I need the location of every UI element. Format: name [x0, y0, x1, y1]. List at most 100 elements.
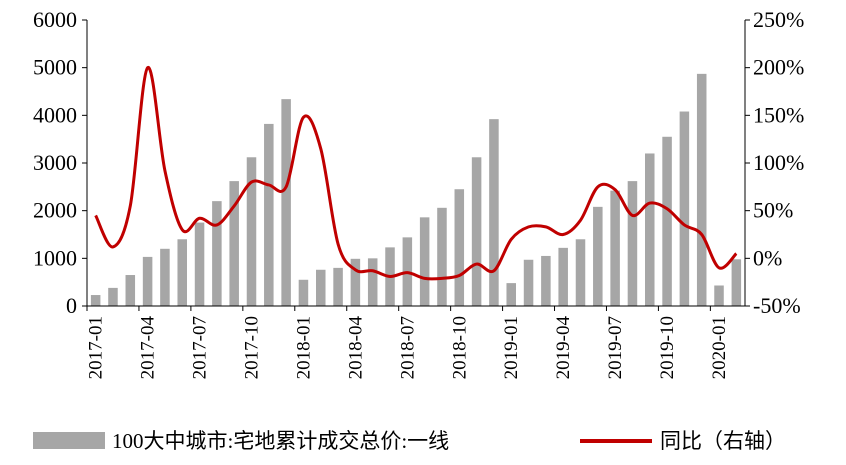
x-tick-label: 2017-04	[138, 316, 159, 380]
bar-2018-09	[437, 207, 447, 306]
bar-2019-07	[610, 190, 620, 306]
left-tick-label: 3000	[33, 150, 77, 175]
yoy-point-2018-03	[337, 243, 340, 246]
bar-2017-04	[142, 256, 153, 306]
yoy-point-2017-05	[163, 169, 166, 172]
bar-2019-10	[662, 136, 672, 306]
left-tick-label: 0	[66, 293, 77, 318]
right-tick-label: 100%	[753, 150, 804, 175]
bar-2019-04	[558, 247, 568, 306]
yoy-point-2018-01	[302, 116, 305, 119]
yoy-point-2018-06	[389, 275, 392, 278]
yoy-point-2017-09	[233, 204, 236, 207]
yoy-point-2019-06	[596, 185, 599, 188]
right-tick-label: 250%	[753, 7, 804, 32]
yoy-point-2019-08	[631, 214, 634, 217]
bar-2019-09	[645, 153, 655, 306]
yoy-point-2017-04	[146, 66, 149, 69]
yoy-point-2017-01	[94, 214, 97, 217]
yoy-point-2018-04	[354, 268, 357, 271]
bar-2017-08	[212, 201, 222, 306]
bar-2017-10	[246, 157, 257, 306]
x-tick-label: 2019-01	[501, 316, 522, 379]
bar-2017-05	[160, 248, 170, 306]
right-tick-label: 50%	[753, 198, 793, 223]
left-tick-label: 2000	[33, 198, 77, 223]
x-tick-label: 2017-07	[190, 316, 211, 379]
x-tick-label: 2018-10	[449, 316, 470, 379]
yoy-point-2018-05	[371, 269, 374, 272]
bar-2017-12	[281, 99, 291, 306]
x-tick-label: 2017-10	[242, 316, 263, 379]
legend-line-label: 同比（右轴）	[660, 429, 786, 453]
bar-2017-07	[194, 222, 205, 306]
right-tick-label: -50%	[753, 293, 801, 318]
x-tick-label: 2018-01	[293, 316, 314, 379]
bar-2019-11	[679, 111, 690, 307]
yoy-point-2017-03	[129, 204, 132, 207]
bar-2018-12	[489, 119, 499, 307]
right-tick-label: 200%	[753, 55, 804, 80]
yoy-point-2017-02	[111, 245, 114, 248]
x-tick-label: 2018-04	[345, 316, 366, 380]
bar-2018-08	[419, 217, 430, 306]
yoy-point-2018-12	[492, 269, 495, 272]
yoy-point-2019-05	[579, 219, 582, 222]
yoy-point-2017-12	[285, 185, 288, 188]
bar-2019-01	[506, 283, 516, 306]
bar-2017-11	[264, 123, 274, 306]
bar-2018-10	[454, 189, 465, 306]
yoy-point-2018-08	[423, 277, 426, 280]
bar-2019-06	[593, 206, 603, 306]
x-tick-label: 2019-04	[553, 316, 574, 380]
yoy-point-2018-07	[406, 271, 409, 274]
x-tick-label: 2020-01	[709, 316, 730, 379]
yoy-point-2019-07	[614, 188, 617, 191]
yoy-point-2019-09	[648, 202, 651, 205]
bar-2018-04	[350, 258, 361, 306]
yoy-point-2017-11	[267, 183, 270, 186]
left-tick-label: 5000	[33, 55, 77, 80]
yoy-point-2018-10	[458, 274, 461, 277]
yoy-point-2019-03	[544, 225, 547, 228]
yoy-point-2020-01	[718, 266, 721, 269]
left-tick-label: 6000	[33, 7, 77, 32]
bar-2019-03	[541, 255, 551, 306]
bar-2019-05	[575, 239, 586, 306]
yoy-line	[94, 66, 738, 281]
yoy-point-2019-10	[666, 207, 669, 210]
yoy-point-2017-06	[181, 228, 184, 231]
bar-2019-08	[627, 181, 638, 306]
yoy-point-2018-02	[319, 147, 322, 150]
bar-2020-01	[714, 285, 724, 306]
legend-bar-label: 100大中城市:宅地累计成交总价:一线	[112, 429, 449, 453]
yoy-point-2019-02	[527, 225, 530, 228]
bar-2019-12	[696, 73, 707, 306]
x-tick-label: 2018-07	[397, 316, 418, 379]
right-tick-label: 0%	[753, 245, 782, 270]
yoy-point-2017-10	[250, 181, 253, 184]
bar-2018-02	[316, 269, 326, 306]
x-tick-label: 2019-07	[605, 316, 626, 379]
bar-2020-02	[731, 259, 742, 306]
bar-2017-06	[177, 239, 187, 306]
right-tick-label: 150%	[753, 102, 804, 127]
legend-bar-swatch	[33, 432, 105, 449]
x-tick-label: 2017-01	[86, 316, 107, 379]
left-tick-label: 4000	[33, 102, 77, 127]
left-tick-label: 1000	[33, 245, 77, 270]
x-tick-label: 2019-10	[657, 316, 678, 379]
bar-2019-02	[523, 259, 534, 306]
bar-2018-03	[333, 267, 343, 306]
bar-2017-02	[108, 287, 118, 306]
yoy-point-2018-11	[475, 263, 478, 266]
yoy-point-2018-09	[440, 277, 443, 280]
yoy-point-2020-02	[735, 252, 738, 255]
bar-2017-01	[90, 295, 101, 306]
yoy-point-2019-11	[683, 223, 686, 226]
yoy-point-2019-12	[700, 233, 703, 236]
yoy-point-2019-04	[562, 233, 565, 236]
bar-2017-09	[229, 181, 239, 306]
